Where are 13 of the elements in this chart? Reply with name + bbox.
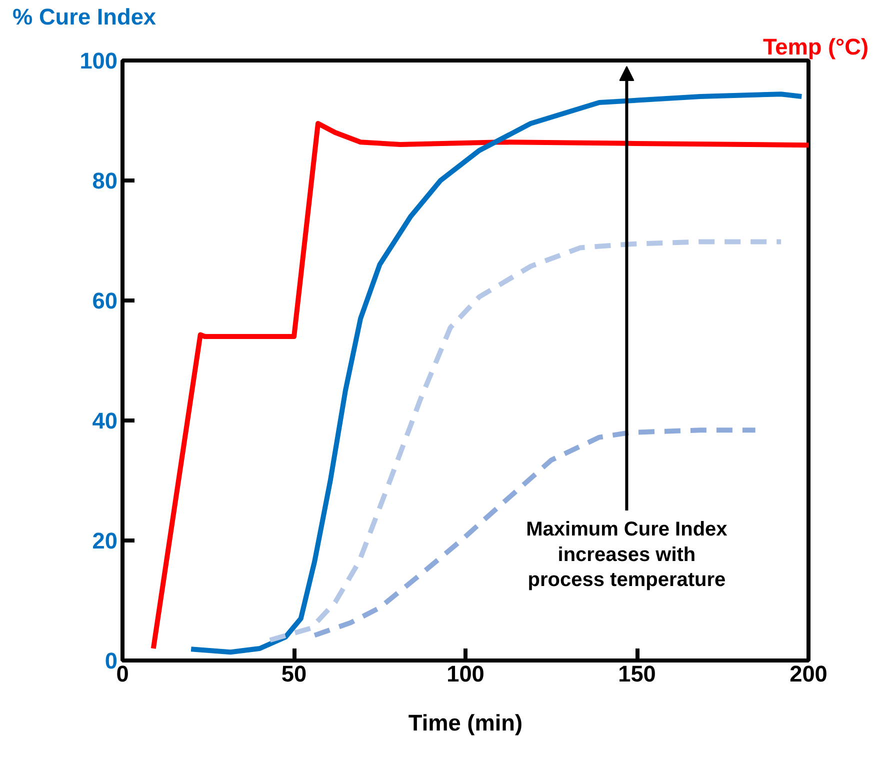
y-tick-label: 40	[92, 408, 118, 434]
y-tick-label: 100	[80, 48, 118, 74]
x-axis-title: Time (min)	[408, 710, 523, 736]
y-tick-label: 20	[92, 528, 118, 554]
x-tick-label: 200	[790, 660, 828, 686]
y-tick-label: 60	[92, 288, 118, 314]
y-tick-label: 80	[92, 168, 118, 194]
x-tick-label: 50	[281, 660, 307, 686]
x-tick-label: 100	[446, 660, 484, 686]
x-tick-label: 150	[618, 660, 656, 686]
y-axis-title: % Cure Index	[12, 4, 156, 30]
annotation: Maximum Cure Index increases with process temperature	[526, 518, 728, 592]
y2-axis-title: Temp (°C)	[762, 34, 869, 60]
